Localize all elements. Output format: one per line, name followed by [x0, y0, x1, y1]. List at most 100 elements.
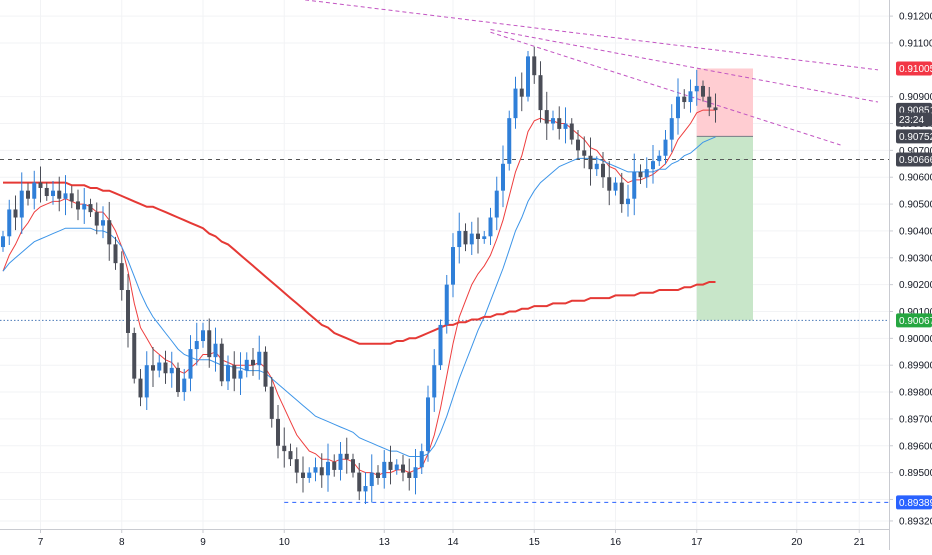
candle-body [363, 486, 368, 492]
candle-body [51, 190, 55, 197]
candle-body [44, 187, 49, 197]
price-tick-label: 0.89320 [899, 516, 932, 527]
time-tick-label: 20 [791, 537, 803, 548]
price-tick-label: 0.89600 [899, 441, 932, 452]
time-tick-label: 13 [379, 537, 391, 548]
candle-body [626, 198, 630, 205]
candle-body [526, 56, 530, 97]
candle-body [26, 190, 30, 199]
candle-body [394, 464, 399, 470]
candle-body [63, 193, 68, 199]
time-tick-label: 17 [691, 537, 703, 548]
price-label-box [896, 112, 932, 127]
candle-body [169, 367, 174, 374]
candle-body [463, 230, 468, 245]
price-label-text: 0.91005 [899, 64, 932, 75]
candle-body [138, 378, 143, 398]
candle-body [263, 351, 268, 387]
candle-body [482, 236, 487, 239]
target-zone [696, 136, 753, 321]
candle-body [88, 204, 93, 213]
position-tool[interactable] [696, 68, 753, 321]
candle-body [569, 123, 574, 140]
time-tick-label: 16 [610, 537, 622, 548]
candle-body [607, 177, 612, 191]
price-label-box [896, 313, 932, 328]
candle-body [713, 107, 718, 111]
candle-body [132, 332, 137, 379]
candle-body [407, 472, 412, 478]
candle-body [232, 365, 237, 379]
time-tick-label: 14 [447, 537, 459, 548]
candle-body [276, 418, 280, 446]
candle-body [438, 324, 443, 366]
candle-body [619, 182, 624, 205]
candle-body [563, 123, 568, 129]
candle-body [669, 118, 674, 140]
candle-body [376, 472, 380, 478]
price-axis[interactable]: 0.912000.911000.909000.908000.907000.906… [889, 0, 932, 550]
price-tick-label: 0.90100 [899, 307, 932, 318]
candle-body [238, 370, 243, 379]
time-axis[interactable]: 7 8 9 10 13 14 15 16 17 20 21 [0, 529, 889, 548]
candle-body [32, 182, 37, 199]
candle-body [519, 88, 524, 97]
trend-lines[interactable] [284, 0, 879, 146]
candle-body [557, 118, 562, 129]
candle-body [326, 461, 330, 476]
candle-body [357, 472, 362, 492]
candle-body [707, 96, 712, 108]
candle-body [107, 220, 112, 245]
candle-body [551, 118, 555, 124]
candle-body [507, 118, 512, 164]
price-label-text: 0.90666 [899, 155, 932, 166]
candle-body [69, 193, 74, 202]
price-tick-label: 0.90000 [899, 334, 932, 345]
candle-body [426, 397, 430, 452]
candle-body [651, 161, 655, 170]
candle-body [613, 182, 618, 191]
price-tick-label: 0.90400 [899, 226, 932, 237]
candle-body [7, 209, 12, 237]
price-label-box [896, 61, 932, 76]
candle-body [494, 190, 499, 218]
price-tick-label: 0.90200 [899, 280, 932, 291]
candle-body [188, 349, 193, 379]
candle-body [319, 467, 324, 476]
moving-averages [2, 109, 716, 476]
price-tick-label: 0.89800 [899, 388, 932, 399]
candle-body [469, 233, 474, 245]
candle-body [419, 451, 424, 468]
candle-body [144, 365, 149, 398]
price-label-box [896, 495, 932, 510]
candle-body [544, 110, 549, 124]
price-label-text: 0.90067 [899, 316, 932, 327]
candle-body [344, 453, 349, 460]
price-label-text: 0.90851 [899, 105, 932, 116]
price-tick-label: 0.90900 [899, 92, 932, 103]
candle-body [538, 75, 543, 111]
candle-body [201, 330, 205, 342]
candle-body [307, 472, 312, 478]
candle-body [638, 171, 643, 178]
time-tick-label: 8 [119, 537, 125, 548]
price-label-text: 0.90752 [899, 132, 932, 143]
horizontal-lines[interactable] [0, 159, 889, 503]
candle-body [432, 365, 437, 398]
trend-line [490, 31, 841, 146]
candle-body [488, 217, 493, 237]
price-tick-label: 0.89500 [899, 468, 932, 479]
candle-body [444, 284, 449, 325]
price-tick-label: 0.91200 [899, 12, 932, 23]
time-tick-label: 21 [854, 537, 866, 548]
price-tick-label: 0.90300 [899, 253, 932, 264]
candle-body [338, 453, 343, 470]
price-tick-label: 0.90500 [899, 200, 932, 211]
candle-body [682, 96, 687, 103]
time-tick-label: 15 [529, 537, 541, 548]
candle-body [294, 459, 299, 473]
time-tick-label: 9 [200, 537, 206, 548]
candle-body [213, 343, 218, 358]
